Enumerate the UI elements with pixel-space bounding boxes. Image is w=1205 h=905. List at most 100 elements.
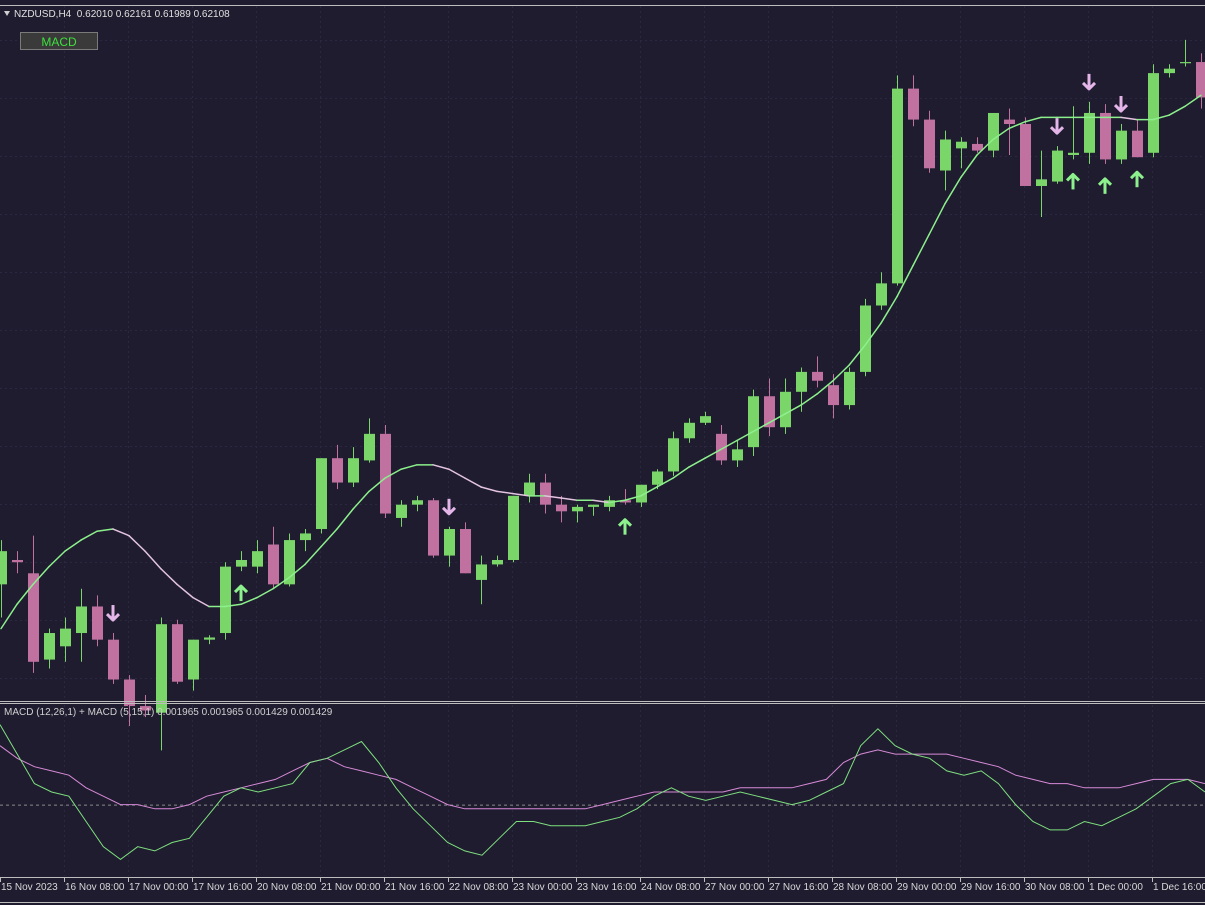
candle[interactable]	[764, 378, 775, 437]
candle[interactable]	[1196, 53, 1205, 109]
candle[interactable]	[700, 411, 711, 425]
candle[interactable]	[252, 540, 263, 574]
candle[interactable]	[556, 495, 567, 523]
candle[interactable]	[1164, 64, 1175, 78]
candle[interactable]	[1004, 108, 1015, 155]
candle[interactable]	[300, 529, 311, 552]
candle[interactable]	[604, 495, 615, 512]
collapse-triangle-icon[interactable]	[4, 11, 10, 16]
time-label: 27 Nov 16:00	[769, 882, 829, 893]
candle[interactable]	[508, 495, 519, 563]
candle[interactable]	[1036, 150, 1047, 217]
candle-body	[892, 88, 903, 284]
candle[interactable]	[540, 473, 551, 514]
candle[interactable]	[396, 500, 407, 527]
candle[interactable]	[1052, 146, 1063, 184]
candle[interactable]	[1020, 117, 1031, 186]
candle-body	[332, 458, 343, 483]
candle[interactable]	[780, 378, 791, 434]
candle[interactable]	[684, 418, 695, 443]
time-label: 30 Nov 08:00	[1025, 882, 1085, 893]
candle[interactable]	[444, 526, 455, 567]
candle-body	[924, 119, 935, 169]
ma-segment	[272, 576, 290, 590]
candle[interactable]	[268, 526, 279, 589]
candle[interactable]	[140, 695, 151, 718]
candle[interactable]	[524, 473, 535, 503]
candle[interactable]	[828, 374, 839, 419]
candle[interactable]	[908, 75, 919, 127]
candle[interactable]	[172, 619, 183, 684]
candle[interactable]	[348, 447, 359, 487]
candle[interactable]	[860, 298, 871, 377]
candle-body	[204, 637, 215, 640]
candle[interactable]	[92, 595, 103, 647]
candle[interactable]	[284, 533, 295, 587]
candle[interactable]	[188, 639, 199, 691]
candle[interactable]	[316, 458, 327, 534]
candle[interactable]	[204, 635, 215, 645]
ma-segment	[848, 344, 866, 366]
macd-button[interactable]: MACD	[20, 32, 98, 50]
ma-segment	[352, 490, 370, 510]
ma-segment	[368, 477, 386, 493]
candle[interactable]	[124, 675, 135, 726]
candle-body	[220, 566, 231, 634]
candle-body	[124, 679, 135, 707]
candle[interactable]	[380, 425, 391, 518]
candle[interactable]	[732, 440, 743, 468]
candle[interactable]	[44, 628, 55, 669]
candle[interactable]	[76, 588, 87, 662]
candle-body	[1180, 62, 1191, 64]
candle[interactable]	[988, 112, 999, 158]
candle[interactable]	[108, 633, 119, 684]
candle[interactable]	[1084, 101, 1095, 164]
candle[interactable]	[1068, 106, 1079, 160]
candle[interactable]	[1116, 124, 1127, 164]
candle[interactable]	[12, 551, 23, 574]
candle-body	[1020, 124, 1031, 186]
candle[interactable]	[156, 617, 167, 751]
candle[interactable]	[924, 110, 935, 173]
candle[interactable]	[476, 555, 487, 605]
candle[interactable]	[236, 551, 247, 572]
candle[interactable]	[620, 489, 631, 505]
candle[interactable]	[716, 425, 727, 465]
candle-body	[348, 458, 359, 483]
candle[interactable]	[1132, 119, 1143, 158]
candle[interactable]	[748, 389, 759, 456]
candle[interactable]	[812, 356, 823, 388]
chart-header[interactable]: NZDUSD,H4 0.62010 0.62161 0.61989 0.6210…	[4, 9, 230, 20]
candle[interactable]	[412, 495, 423, 512]
candle[interactable]	[220, 562, 231, 640]
candle[interactable]	[364, 418, 375, 463]
candle[interactable]	[588, 504, 599, 516]
candle[interactable]	[492, 555, 503, 567]
candle[interactable]	[572, 504, 583, 523]
ma-segment	[512, 492, 530, 497]
candle[interactable]	[844, 367, 855, 410]
ma-segment	[96, 528, 114, 532]
candle[interactable]	[1148, 64, 1159, 158]
candle[interactable]	[876, 272, 887, 310]
candle[interactable]	[940, 130, 951, 191]
candle[interactable]	[1180, 39, 1191, 67]
time-label: 20 Nov 08:00	[257, 882, 317, 893]
macd-fast-line	[0, 724, 1205, 861]
ma-segment	[1024, 116, 1042, 123]
candle[interactable]	[956, 137, 967, 169]
candle[interactable]	[972, 137, 983, 153]
candle[interactable]	[60, 617, 71, 662]
candle[interactable]	[332, 444, 343, 490]
candle[interactable]	[1100, 104, 1111, 164]
ma-segment	[976, 138, 994, 156]
candle[interactable]	[428, 498, 439, 558]
candle[interactable]	[460, 522, 471, 574]
ma-segment	[624, 495, 642, 501]
candle[interactable]	[892, 75, 903, 286]
candle[interactable]	[0, 540, 7, 618]
candle[interactable]	[668, 431, 679, 476]
candle[interactable]	[28, 535, 39, 673]
sell-arrow-icon	[441, 498, 457, 516]
